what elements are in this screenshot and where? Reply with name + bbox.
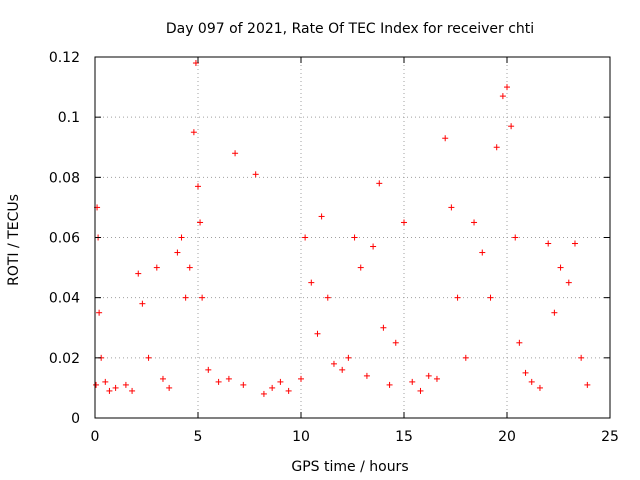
- data-point: [504, 84, 510, 91]
- data-point: [225, 375, 232, 382]
- x-tick-label: 25: [601, 429, 619, 445]
- data-point: [112, 384, 119, 391]
- data-point: [232, 150, 239, 157]
- data-point: [512, 234, 519, 241]
- x-tick-label: 5: [194, 429, 203, 445]
- data-point: [182, 294, 189, 301]
- data-point: [499, 93, 506, 100]
- y-tick-label: 0.04: [49, 291, 80, 307]
- data-point: [330, 360, 337, 367]
- data-point: [528, 378, 535, 385]
- data-point: [178, 234, 185, 241]
- data-point: [197, 219, 204, 226]
- data-point: [215, 378, 222, 385]
- data-point: [139, 300, 146, 307]
- data-point: [442, 135, 449, 142]
- data-point: [584, 381, 591, 388]
- data-point: [417, 387, 424, 394]
- data-point: [269, 384, 276, 391]
- x-axis-label: GPS time / hours: [291, 459, 408, 475]
- data-point: [285, 387, 292, 394]
- data-point: [186, 264, 193, 271]
- data-point: [106, 387, 113, 394]
- data-point: [129, 387, 136, 394]
- chart-title: Day 097 of 2021, Rate Of TEC Index for r…: [166, 21, 534, 37]
- data-point: [565, 279, 572, 286]
- y-axis-label: ROTI / TECUs: [6, 194, 22, 286]
- data-point: [487, 294, 494, 301]
- y-tick-label: 0.1: [58, 110, 80, 126]
- data-point: [409, 378, 416, 385]
- data-point: [454, 294, 461, 301]
- data-point: [557, 264, 564, 271]
- data-point: [571, 240, 578, 247]
- data-point: [401, 219, 407, 226]
- data-point: [174, 249, 181, 256]
- data-point: [159, 375, 166, 382]
- x-tick-label: 15: [395, 429, 413, 445]
- data-point: [145, 354, 152, 361]
- data-point: [357, 264, 364, 271]
- y-tick-label: 0.06: [49, 231, 80, 247]
- grid-lines: [95, 57, 610, 418]
- data-point: [392, 339, 399, 346]
- data-point: [199, 294, 206, 301]
- data-point: [380, 324, 387, 331]
- x-tick-label: 10: [292, 429, 310, 445]
- y-tick-label: 0.12: [49, 50, 80, 66]
- data-point: [102, 378, 109, 385]
- data-point: [318, 213, 325, 220]
- data-point: [260, 390, 267, 397]
- x-tick-label: 0: [91, 429, 100, 445]
- data-point: [522, 369, 529, 376]
- data-point: [386, 381, 393, 388]
- data-point: [351, 234, 358, 241]
- data-point: [93, 381, 100, 388]
- data-point: [433, 375, 440, 382]
- data-point: [370, 243, 377, 250]
- data-point: [308, 279, 315, 286]
- x-tick-label: 20: [498, 429, 516, 445]
- data-point: [153, 264, 160, 271]
- data-point: [345, 354, 352, 361]
- data-point: [536, 384, 543, 391]
- y-tick-label: 0.02: [49, 351, 80, 367]
- data-point: [96, 309, 103, 316]
- data-point: [471, 219, 478, 226]
- data-point: [302, 234, 309, 241]
- data-point: [314, 330, 321, 337]
- data-point: [135, 270, 142, 277]
- data-point: [545, 240, 552, 247]
- data-point: [277, 378, 284, 385]
- data-point: [578, 354, 585, 361]
- data-point: [166, 384, 173, 391]
- data-points: [93, 60, 591, 397]
- axis-ticks: 0 5 10 15 20 25 0 0.02 0.04 0.06 0.08 0.1 0.12: [49, 50, 619, 445]
- data-point: [324, 294, 331, 301]
- data-point: [195, 183, 201, 190]
- data-point: [425, 372, 432, 379]
- y-tick-label: 0.08: [49, 170, 80, 186]
- data-point: [551, 309, 558, 316]
- data-point: [479, 249, 486, 256]
- y-tick-label: 0: [71, 411, 80, 427]
- data-point: [192, 60, 199, 67]
- data-point: [205, 366, 212, 373]
- data-point: [363, 372, 370, 379]
- data-point: [252, 171, 259, 178]
- data-point: [240, 381, 247, 388]
- data-point: [516, 339, 523, 346]
- data-point: [493, 144, 500, 151]
- data-point: [339, 366, 346, 373]
- plot-frame: [94, 56, 611, 419]
- data-point: [298, 375, 304, 382]
- data-point: [448, 204, 455, 211]
- data-point: [122, 381, 129, 388]
- data-point: [462, 354, 469, 361]
- data-point: [376, 180, 383, 187]
- data-point: [190, 129, 197, 136]
- data-point: [508, 123, 515, 130]
